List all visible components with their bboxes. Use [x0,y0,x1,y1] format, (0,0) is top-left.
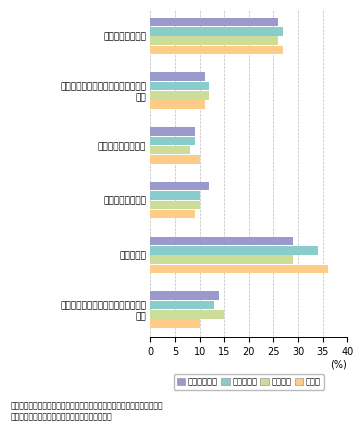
Bar [150,255,293,264]
Bar [150,264,328,273]
Bar [150,82,209,90]
Bar [150,319,200,328]
Bar [150,182,209,191]
Bar [150,46,283,54]
Bar [150,291,219,300]
Text: 資料：損保ジャパン日本装亞マネジメント株式会社「中小企業の海外展開
の実態把握にかかるアンケート調査」から作成。: 資料：損保ジャパン日本装亞マネジメント株式会社「中小企業の海外展開 の実態把握に… [11,402,163,421]
Bar [150,237,293,245]
Bar [150,127,195,136]
Bar [150,137,195,145]
Bar [150,100,204,109]
Bar [150,18,279,26]
Bar [150,191,200,200]
Legend: 小規模事業者, 中規模企業, 非製造業, 製造業: 小規模事業者, 中規模企業, 非製造業, 製造業 [174,374,324,390]
Bar [150,27,283,35]
Text: (%): (%) [330,360,347,370]
Bar [150,210,195,219]
Bar [150,91,209,100]
Bar [150,301,214,309]
Bar [150,146,190,154]
Bar [150,246,318,254]
Bar [150,200,200,209]
Bar [150,73,204,81]
Bar [150,36,279,45]
Bar [150,310,224,318]
Bar [150,155,200,164]
